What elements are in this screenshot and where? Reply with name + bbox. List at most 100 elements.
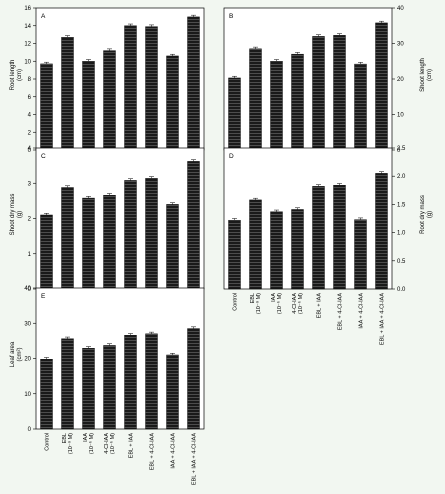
- y-axis-label: Root length(cm): [10, 60, 23, 91]
- text-line: EBL: [62, 433, 68, 443]
- bar-e-1: [40, 359, 53, 430]
- bar-c-3: [82, 197, 95, 290]
- bar-a-6: [145, 26, 158, 151]
- bar-b-4: [291, 53, 304, 151]
- plot-frame: [35, 287, 205, 430]
- y-tick-label: 16: [24, 6, 31, 12]
- bar-d-1: [228, 219, 241, 290]
- plot-frame: [223, 147, 393, 290]
- text-line: Shoot length: [420, 58, 426, 92]
- y-tick-label: 6: [28, 95, 32, 101]
- bar-e-4: [103, 345, 116, 430]
- y-tick-label: 1.5: [397, 202, 406, 208]
- bar-d-7: [354, 219, 367, 290]
- y-tick-label: 10: [397, 113, 404, 119]
- text-line: 4-Cl-IAA: [292, 293, 298, 314]
- y-axis-label: Shoot length(cm): [420, 58, 433, 92]
- text-line: (10⁻⁸ M): [67, 433, 74, 454]
- bar-e-6: [145, 333, 158, 430]
- bar-d-5: [312, 186, 325, 290]
- text-line: IAA: [83, 433, 89, 442]
- text-line: EBL + 4-Cl-IAA: [338, 293, 344, 331]
- y-tick-label: 20: [24, 357, 31, 363]
- x-category-label: EBL + IAA + 4-Cl-IAA: [380, 293, 386, 345]
- x-category-label: EBL + 4-Cl-IAA: [150, 433, 156, 471]
- bar-c-5: [124, 180, 137, 290]
- bar-d-3: [270, 211, 283, 290]
- text-line: (g): [17, 211, 23, 218]
- bar-e-7: [166, 354, 179, 430]
- x-category-label: EBL(10⁻⁸ M): [62, 433, 74, 454]
- bar-c-7: [166, 204, 179, 290]
- text-line: EBL + IAA: [129, 433, 135, 459]
- text-line: (10⁻⁶ M): [109, 433, 116, 454]
- bar-e-3: [82, 348, 95, 430]
- bar-c-4: [103, 195, 116, 290]
- text-line: EBL + IAA + 4-Cl-IAA: [192, 433, 198, 485]
- plot-frame: [35, 147, 205, 290]
- bar-e-8: [187, 328, 200, 430]
- bar-b-8: [375, 22, 388, 151]
- panel-letter: D: [229, 153, 234, 160]
- y-axis-label: Shoot dry mass(g): [10, 194, 23, 236]
- y-tick-label: 4: [28, 146, 32, 152]
- bar-a-4: [103, 50, 116, 151]
- panel-letter: C: [41, 153, 46, 160]
- text-line: EBL + IAA: [317, 293, 323, 319]
- y-tick-label: 2.5: [397, 146, 406, 152]
- y-tick-label: 0: [28, 148, 32, 154]
- text-line: Root length: [10, 60, 16, 91]
- x-category-label: 4-Cl-IAA(10⁻⁶ M): [292, 293, 304, 314]
- bar-e-2: [61, 338, 74, 430]
- y-axis-label: Leaf area(cm²): [10, 341, 23, 367]
- bar-d-8: [375, 173, 388, 290]
- y-tick-label: 0: [28, 427, 32, 433]
- bar-b-5: [312, 36, 325, 151]
- y-tick-label: 3: [28, 181, 32, 187]
- y-tick-label: 2.0: [397, 174, 406, 180]
- y-tick-label: 0.5: [397, 259, 406, 265]
- y-tick-label: 0: [28, 287, 32, 293]
- y-tick-label: 40: [24, 286, 31, 292]
- y-tick-label: 0.0: [397, 287, 406, 293]
- bar-a-2: [61, 37, 74, 151]
- text-line: Control: [233, 293, 239, 311]
- text-line: (10⁻⁶ M): [88, 433, 95, 454]
- x-category-label: IAA + 4-Cl-IAA: [171, 433, 177, 469]
- text-line: (10⁻⁶ M): [276, 293, 283, 314]
- panel-e: 0 10 20 30 40 Leaf area(cm²) E: [10, 286, 205, 433]
- text-line: Leaf area: [10, 341, 16, 367]
- bar-c-2: [61, 187, 74, 290]
- bar-b-7: [354, 63, 367, 151]
- text-line: Control: [45, 433, 51, 451]
- y-tick-label: 1.0: [397, 231, 406, 237]
- text-line: EBL: [250, 293, 256, 303]
- text-line: IAA + 4-Cl-IAA: [359, 293, 365, 329]
- text-line: EBL + IAA + 4-Cl-IAA: [380, 293, 386, 345]
- x-category-label: IAA(10⁻⁶ M): [271, 293, 283, 314]
- text-line: (10⁻⁸ M): [255, 293, 262, 314]
- bar-c-1: [40, 214, 53, 290]
- y-tick-label: 10: [24, 392, 31, 398]
- bar-b-2: [249, 48, 262, 151]
- text-line: IAA: [271, 293, 277, 302]
- x-category-label: Control: [233, 293, 239, 311]
- x-category-label: 4-Cl-IAA(10⁻⁶ M): [104, 433, 116, 454]
- y-tick-label: 2: [28, 217, 32, 223]
- x-category-label: IAA(10⁻⁶ M): [83, 433, 95, 454]
- y-tick-label: 30: [397, 42, 404, 48]
- y-tick-label: 0: [397, 148, 401, 154]
- text-line: Shoot dry mass: [10, 194, 16, 236]
- y-tick-label: 10: [24, 59, 31, 65]
- bar-a-5: [124, 25, 137, 151]
- bar-a-8: [187, 16, 200, 151]
- panel-a: 0 2 4 6 8 10 12 14 16 Root length(cm) A: [10, 6, 205, 154]
- text-line: (cm²): [17, 348, 23, 362]
- text-line: (g): [427, 211, 433, 218]
- bar-c-6: [145, 178, 158, 290]
- text-line: (cm): [427, 69, 433, 81]
- y-tick-label: 8: [28, 77, 32, 83]
- bar-a-3: [82, 61, 95, 151]
- text-line: EBL + 4-Cl-IAA: [150, 433, 156, 471]
